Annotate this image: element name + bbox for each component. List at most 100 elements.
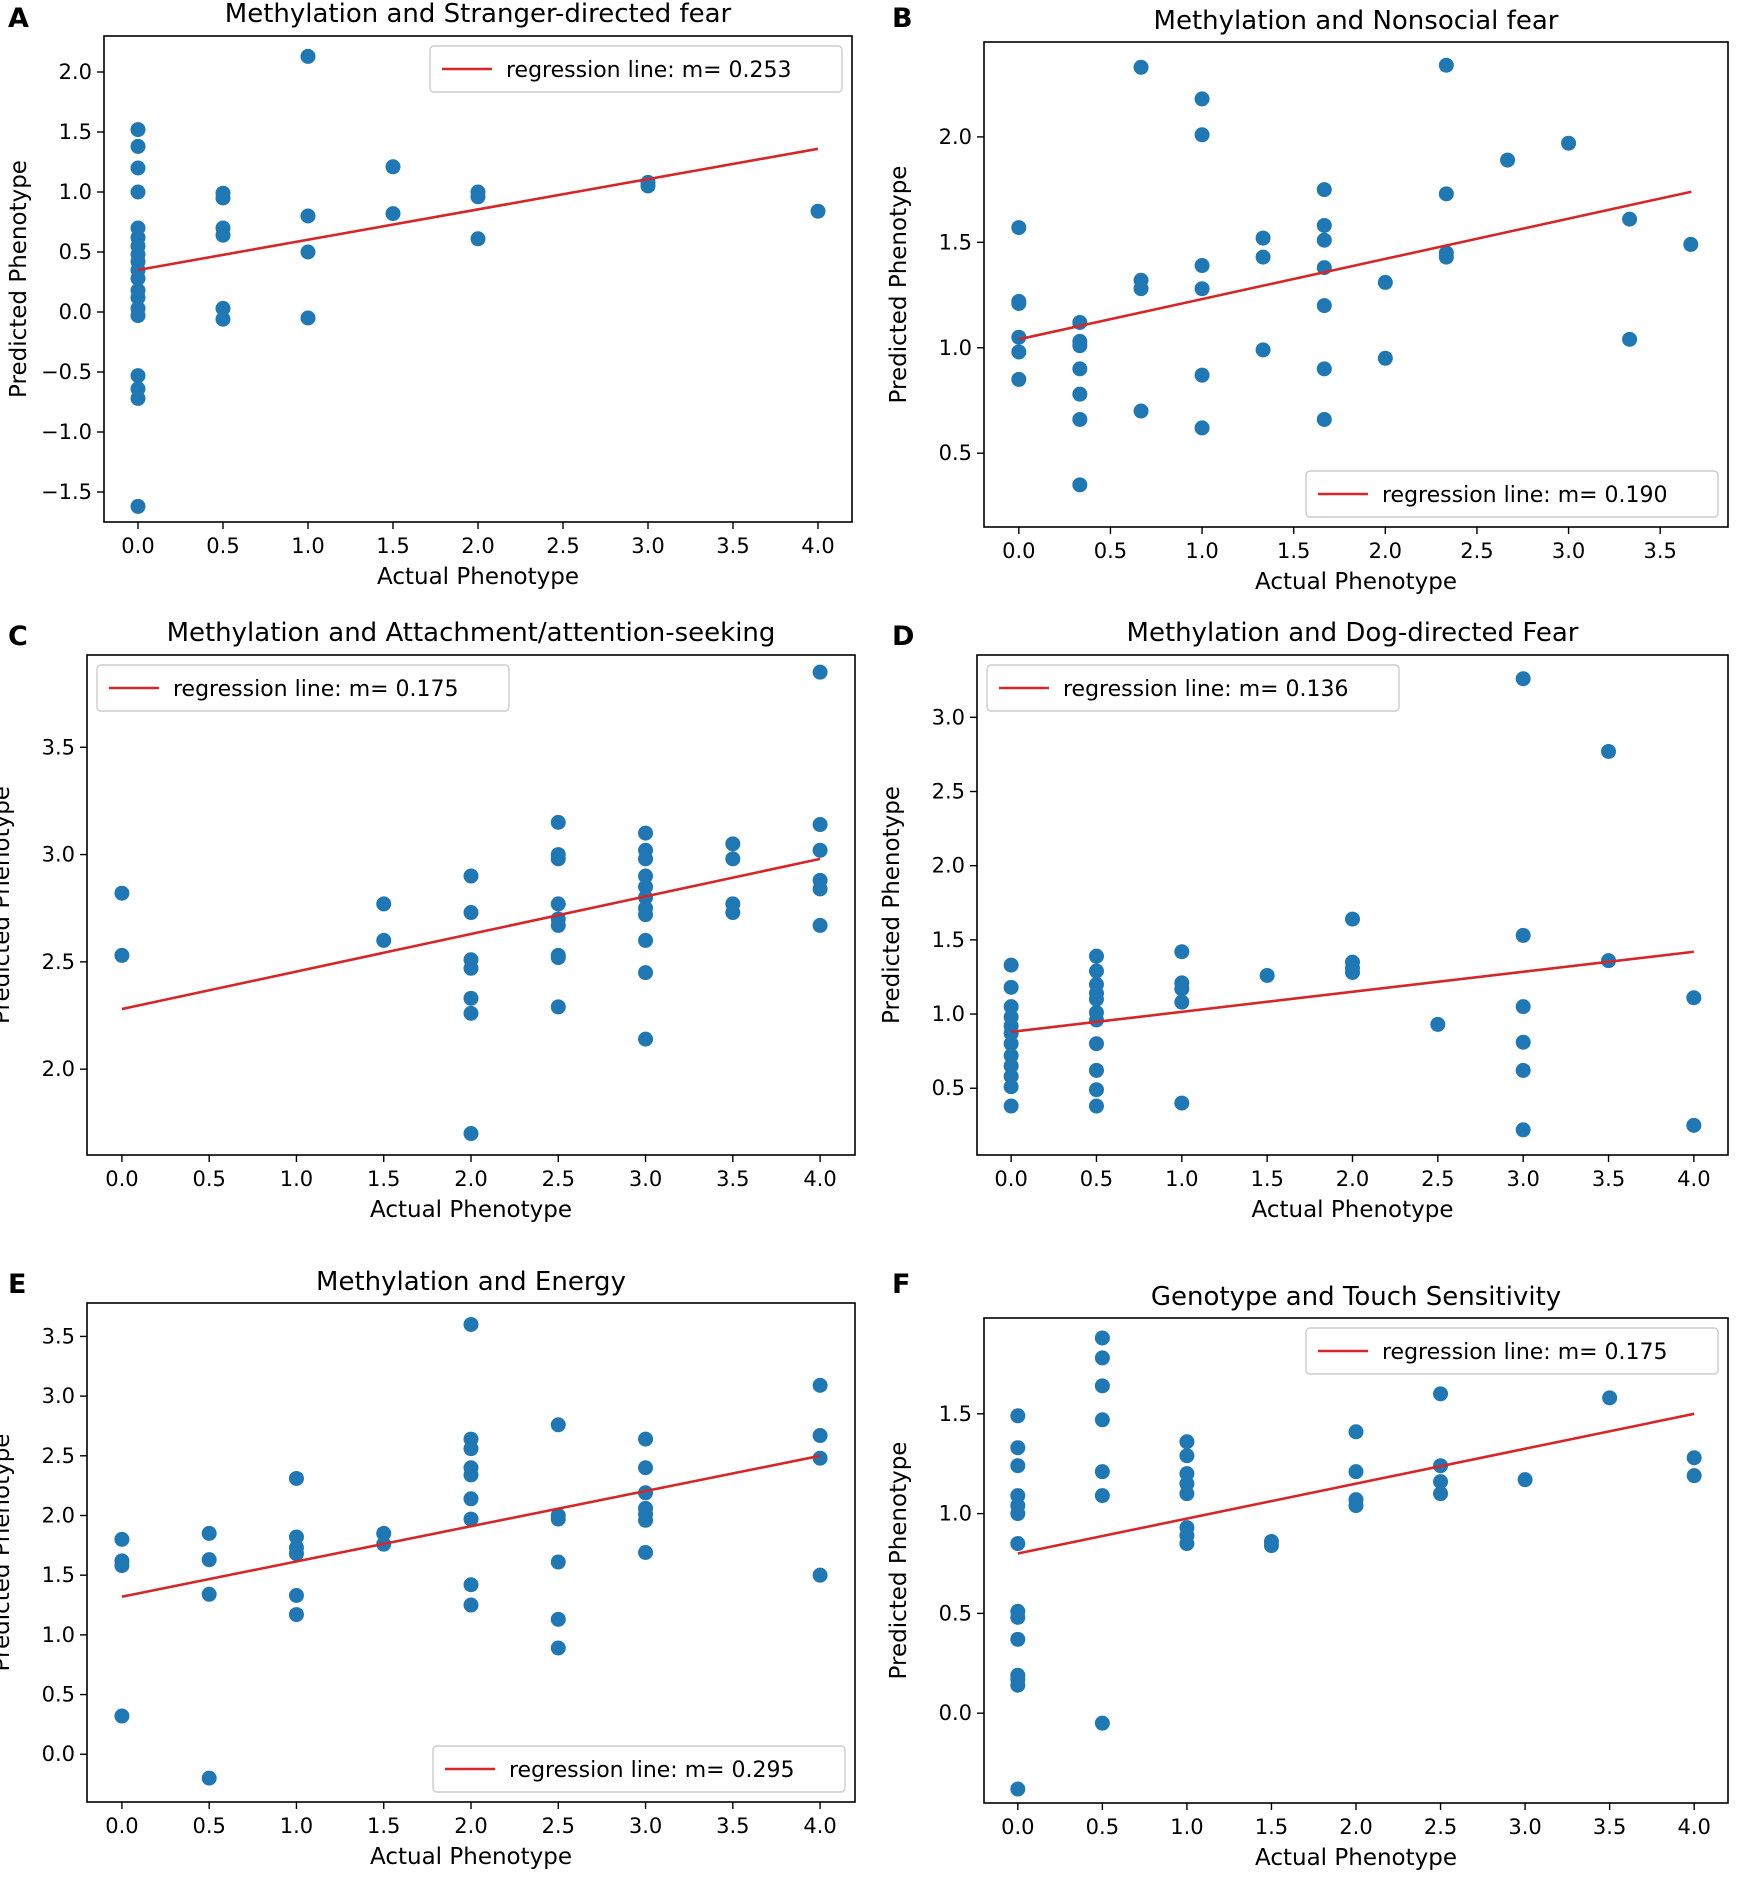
data-point [1010, 1781, 1026, 1797]
data-point [1003, 1058, 1019, 1074]
data-point [1072, 411, 1088, 427]
legend: regression line: m= 0.175 [96, 664, 510, 712]
panel-d: D Methylation and Dog-directed Fear 0.0 0.5… [879, 618, 1729, 1223]
data-point [725, 836, 741, 852]
data-point [1010, 1440, 1026, 1456]
data-point [812, 1567, 828, 1583]
data-point [130, 290, 146, 306]
data-point [463, 1316, 479, 1332]
data-point [812, 1450, 828, 1466]
y-tick-label: 1.0 [59, 180, 92, 204]
data-point [1179, 1448, 1195, 1464]
legend-box [432, 1745, 846, 1793]
data-point [1622, 211, 1638, 227]
legend-label: regression line: m= 0.175 [1382, 1340, 1668, 1365]
y-tick-label: 1.0 [932, 1002, 965, 1026]
data-point [1133, 59, 1149, 75]
data-point [1003, 999, 1019, 1015]
data-point [1259, 967, 1275, 983]
data-point [130, 390, 146, 406]
x-axis-label: Actual Phenotype [1252, 1197, 1454, 1223]
y-tick-label: 0.5 [59, 240, 92, 264]
data-point [1686, 1117, 1702, 1133]
x-tick-label: 3.0 [1508, 1815, 1541, 1839]
data-point [1003, 1068, 1019, 1084]
x-tick-label: 0.5 [1086, 1815, 1119, 1839]
data-point [130, 498, 146, 514]
x-tick-label: 3.0 [631, 534, 664, 558]
y-axis-label: Predicted Phenotype [6, 160, 32, 398]
data-point [638, 1512, 654, 1528]
x-tick-label: 0.0 [994, 1167, 1027, 1191]
data-point [201, 1525, 217, 1541]
data-point [300, 244, 316, 260]
data-point [130, 184, 146, 200]
legend: regression line: m= 0.136 [986, 664, 1400, 712]
x-tick-label: 0.5 [192, 1167, 225, 1191]
data-point [1515, 1034, 1531, 1050]
data-point [1517, 1472, 1533, 1488]
data-point [1561, 135, 1577, 151]
data-point [130, 308, 146, 324]
x-tick-label: 0.5 [192, 1814, 225, 1838]
data-point [1348, 1498, 1364, 1514]
data-point [114, 1708, 130, 1724]
y-tick-label: 2.5 [932, 779, 965, 803]
data-point [1174, 1095, 1190, 1111]
data-point [1010, 1458, 1026, 1474]
data-point [550, 851, 566, 867]
x-tick-label: 1.0 [1165, 1167, 1198, 1191]
data-point [1072, 477, 1088, 493]
legend-box [96, 664, 510, 712]
data-point [1500, 152, 1516, 168]
data-point [1348, 1464, 1364, 1480]
scatter-points [114, 1316, 828, 1786]
data-point [1515, 927, 1531, 943]
x-tick-label: 3.0 [1506, 1167, 1539, 1191]
y-tick-label: 1.0 [42, 1623, 75, 1647]
data-point [1316, 361, 1332, 377]
data-point [1133, 281, 1149, 297]
x-tick-label: 3.5 [716, 1167, 749, 1191]
data-point [1094, 1350, 1110, 1366]
data-point [1316, 182, 1332, 198]
data-point [288, 1529, 304, 1545]
data-point [1194, 91, 1210, 107]
y-tick-label: 3.0 [932, 705, 965, 729]
data-point [1094, 1330, 1110, 1346]
data-point [1003, 1036, 1019, 1052]
data-point [1194, 281, 1210, 297]
data-point [130, 138, 146, 154]
x-tick-label: 4.0 [801, 534, 834, 558]
data-point [638, 1031, 654, 1047]
x-tick-label: 4.0 [1677, 1815, 1710, 1839]
data-point [1072, 361, 1088, 377]
data-point [1088, 963, 1104, 979]
data-point [638, 965, 654, 981]
y-tick-label: −1.5 [41, 480, 92, 504]
data-point [463, 1005, 479, 1021]
y-tick-label: 0.0 [939, 1701, 972, 1725]
data-point [1433, 1474, 1449, 1490]
x-tick-label: 2.0 [454, 1167, 487, 1191]
data-point [215, 311, 231, 327]
data-point [463, 1511, 479, 1527]
y-tick-label: 1.0 [939, 1502, 972, 1526]
data-point [215, 300, 231, 316]
data-point [1438, 186, 1454, 202]
y-tick-label: 1.5 [939, 1402, 972, 1426]
data-point [1255, 230, 1271, 246]
data-point [376, 932, 392, 948]
data-point [1345, 911, 1360, 927]
data-point [1094, 1412, 1110, 1428]
data-point [638, 1431, 654, 1447]
panel-e: E Methylation and Energy 0.0 0.5 1.0 1.5 2.0 2.… [0, 1267, 856, 1870]
x-tick-label: 1.0 [1170, 1815, 1203, 1839]
data-point [463, 1126, 479, 1142]
y-tick-label: 0.5 [939, 1601, 972, 1625]
x-tick-label: 3.0 [1552, 539, 1585, 563]
data-point [1194, 420, 1210, 436]
legend-box [986, 664, 1400, 712]
legend-label: regression line: m= 0.136 [1063, 677, 1349, 702]
